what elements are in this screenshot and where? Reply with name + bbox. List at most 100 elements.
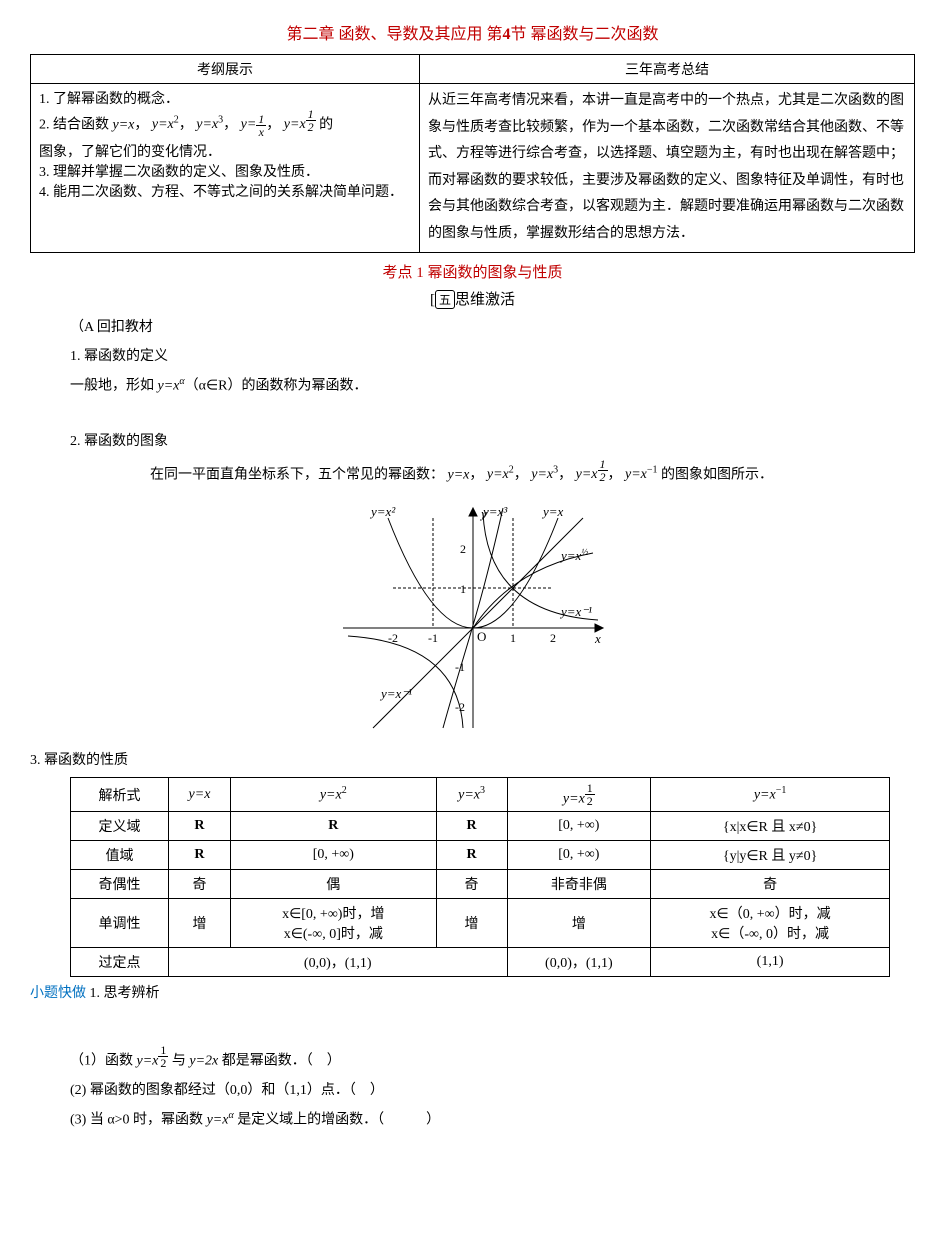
pr-domain-c2: R [231,812,437,841]
lbl-yx: y=x [541,504,564,519]
gc-c2: ， [514,467,528,482]
gcf3b: y=x [531,467,553,482]
gc-f4: y=x12 [576,467,608,482]
tick-p2: 2 [550,631,556,645]
lbl-yxinv2: y=x⁻¹ [379,686,412,701]
gc-f5: y=x−1 [625,467,658,482]
oi2a: 2. 结合函数 [39,117,113,132]
ph-c3: y=x3 [436,777,507,811]
pr-parity-c1: 奇 [168,870,230,899]
xiaoti-row: 小题快做 1. 思考辨析 [30,981,915,1006]
prd1: R [194,818,204,833]
outline-item-2: 2. 结合函数 y=x， y=x2， y=x3， y=1x， y=x12 的 [39,108,411,141]
q1d: 2 [158,1057,168,1069]
oi2tail: 的 [319,117,333,132]
img-heading: 2. 幂函数的图象 [70,429,915,454]
phc4a: y=x [563,791,585,806]
oi2c4: ， [266,117,280,132]
pr-mono-c2: x∈[0, +∞)时，增 x∈(-∞, 0]时，减 [231,899,437,948]
q1b: y= [137,1054,153,1069]
gc-c4: ， [608,467,622,482]
ph-c5: y=x−1 [651,777,890,811]
lbl-yxhalf: y=x½ [559,547,588,563]
gcf4d: 2 [598,471,608,483]
pr-parity-label: 奇偶性 [71,870,169,899]
def-a: 一般地，形如 [70,379,158,394]
prm5a: x∈（0, +∞）时，减 [657,903,883,923]
pr-mono-c4: 增 [507,899,651,948]
phc5e: −1 [776,785,787,796]
lbl-O: O [477,629,486,644]
oi2-f5: y=x12 [284,117,316,132]
oi2f4d: x [256,126,266,138]
gc-f3: y=x3 [531,467,558,482]
title-prefix: 第二章 函数、导数及其应用 第 [286,26,502,43]
prr3: R [466,847,476,862]
kaodian-heading: 考点 1 幂函数的图象与性质 [30,261,915,282]
oi2f2b: y=x [152,117,174,132]
gcf5e: −1 [647,465,658,476]
xiaoti-label: 小题快做 [30,986,86,1001]
outline-header-left: 考纲展示 [31,55,420,84]
pr-range-c2: [0, +∞) [231,841,437,870]
pr-domain-c5: {x|x∈R 且 x≠0} [651,812,890,841]
prm2b: x∈(-∞, 0]时，减 [237,923,430,943]
outline-right-text: 从近三年高考情况来看，本讲一直是高考中的一个热点，尤其是二次函数的图象与性质考查… [428,93,904,241]
gc-c3: ， [558,467,572,482]
gc-c1: ， [469,467,483,482]
outline-item-1: 1. 了解幂函数的概念． [39,88,411,108]
gcf5b: y=x [625,467,647,482]
q3a: (3) 当 α>0 时，幂函数 [70,1113,207,1128]
lbl-yxinv: y=x⁻¹ [559,604,592,619]
q3b: y=x [207,1113,229,1128]
pr-domain-label: 定义域 [71,812,169,841]
q1a: （1）函数 [70,1054,137,1069]
tick-m1: -1 [428,631,438,645]
tick-yp1: 1 [460,582,466,596]
pr-parity-c2: 偶 [231,870,437,899]
ph-c0: 解析式 [71,777,169,811]
outline-table: 考纲展示 三年高考总结 1. 了解幂函数的概念． 2. 结合函数 y=x， y=… [30,54,915,253]
phc2m: y=x [320,788,342,803]
def-heading: 1. 幂函数的定义 [70,344,915,369]
gc-f1: y=x [448,467,470,482]
oi2f4a: y= [241,117,257,132]
pr-range-c1: R [168,841,230,870]
phc1m: y=x [189,787,211,802]
gcf2b: y=x [487,467,509,482]
prr1: R [194,847,204,862]
phc4d: 2 [585,795,595,807]
outline-item-2-line2: 图象，了解它们的变化情况． [39,141,411,161]
q3d: 是定义域上的增函数．（ ） [234,1113,441,1128]
oi2-f3: y=x3 [196,117,223,132]
title-suffix: 节 幂函数与二次函数 [511,26,659,43]
oi2c2: ， [179,117,193,132]
q1f: y=2x [189,1054,218,1069]
def-text: 一般地，形如 y=xα（α∈R）的函数称为幂函数． [70,373,915,399]
siwei-box: 五 [435,290,455,309]
def-b: y=x [158,379,180,394]
pr-parity-c5: 奇 [651,870,890,899]
q1e: 与 [168,1054,189,1069]
phc3m: y=x [458,788,480,803]
pr-parity-c4: 非奇非偶 [507,870,651,899]
ph-c2: y=x2 [231,777,437,811]
sikao-label: 1. 思考辨析 [90,986,160,1001]
title-number: 4 [503,26,511,43]
lbl-y: y [479,506,487,521]
prd3: R [466,818,476,833]
oi2c3: ， [223,117,237,132]
tick-yp2: 2 [460,542,466,556]
pr-domain-c4: [0, +∞) [507,812,651,841]
ph-c1: y=x [168,777,230,811]
outline-item-3: 3. 理解并掌握二次函数的定义、图象及性质． [39,161,411,181]
gc-tail: 的图象如图所示． [661,467,773,482]
pr-point-c5: (1,1) [651,948,890,977]
q1g: 都是幂函数．（ ） [218,1054,341,1069]
power-function-graph: y=x² y=x³ y=x y=x½ y=x⁻¹ y=x⁻¹ O x y -1 … [30,498,915,738]
phc5m: y=x [754,788,776,803]
pr-range-c4: [0, +∞) [507,841,651,870]
q2: (2) 幂函数的图象都经过（0,0）和（1,1）点．（ ） [70,1078,915,1103]
siwei-label: 思维激活 [455,292,515,308]
siwei-heading: [五思维激活 [30,288,915,309]
